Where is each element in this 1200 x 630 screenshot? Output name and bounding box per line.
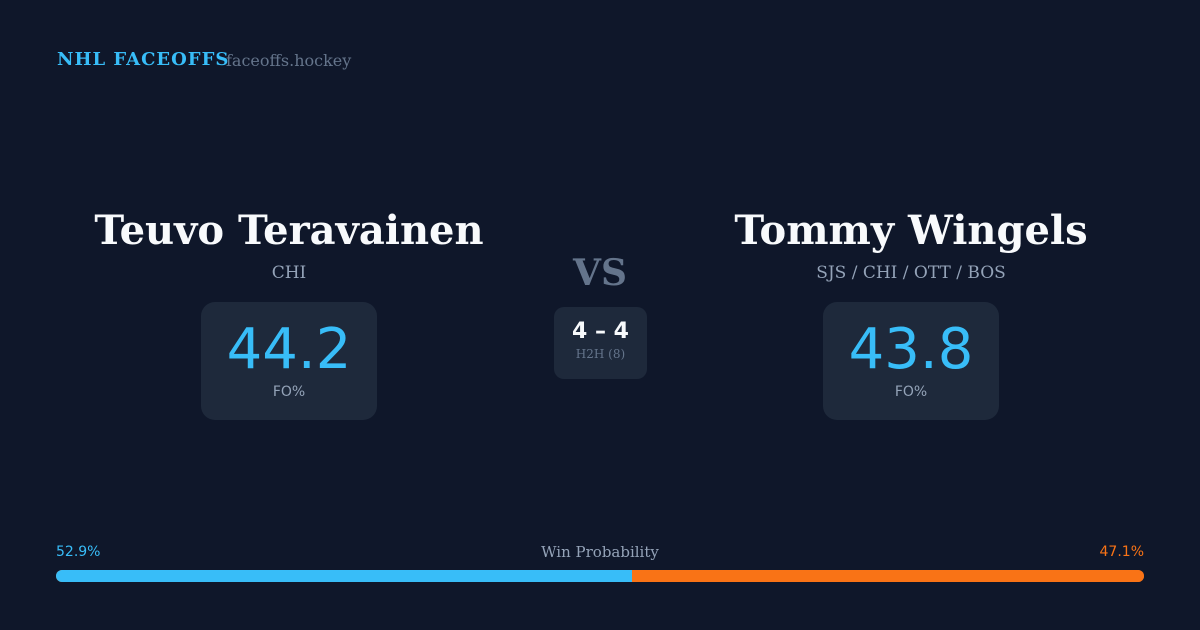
h2h-label: H2H (8): [575, 347, 626, 361]
h2h-card: 4 – 4 H2H (8): [554, 307, 647, 379]
win-prob-bar-right: [631, 570, 1144, 582]
player-right-fo-pct: 43.8: [848, 317, 974, 382]
player-left-team: CHI: [271, 263, 307, 283]
player-right-fo-label: FO%: [894, 384, 928, 400]
win-prob-bar: [56, 570, 1144, 582]
win-prob-bar-left: [56, 570, 632, 582]
player-left-name: Teuvo Teravainen: [94, 207, 484, 254]
win-prob-label: Win Probability: [541, 543, 659, 561]
player-right-name: Tommy Wingels: [734, 207, 1088, 254]
site-link[interactable]: faceoffs.hockey: [226, 51, 352, 70]
vs-label: VS: [573, 252, 627, 294]
player-left-fo-pct: 44.2: [226, 317, 352, 382]
player-left-fo-card: 44.2 FO%: [201, 302, 377, 420]
player-right: Tommy Wingels SJS / CHI / OTT / BOS: [671, 205, 1151, 283]
win-prob-right: 47.1%: [1099, 544, 1144, 560]
win-prob-left: 52.9%: [56, 544, 101, 560]
player-right-fo-card: 43.8 FO%: [823, 302, 999, 420]
h2h-record: 4 – 4: [572, 319, 629, 344]
player-right-team: SJS / CHI / OTT / BOS: [816, 263, 1006, 283]
player-left-fo-label: FO%: [272, 384, 306, 400]
brand-title: NHL FACEOFFS: [57, 49, 230, 70]
player-left: Teuvo Teravainen CHI: [49, 205, 529, 283]
